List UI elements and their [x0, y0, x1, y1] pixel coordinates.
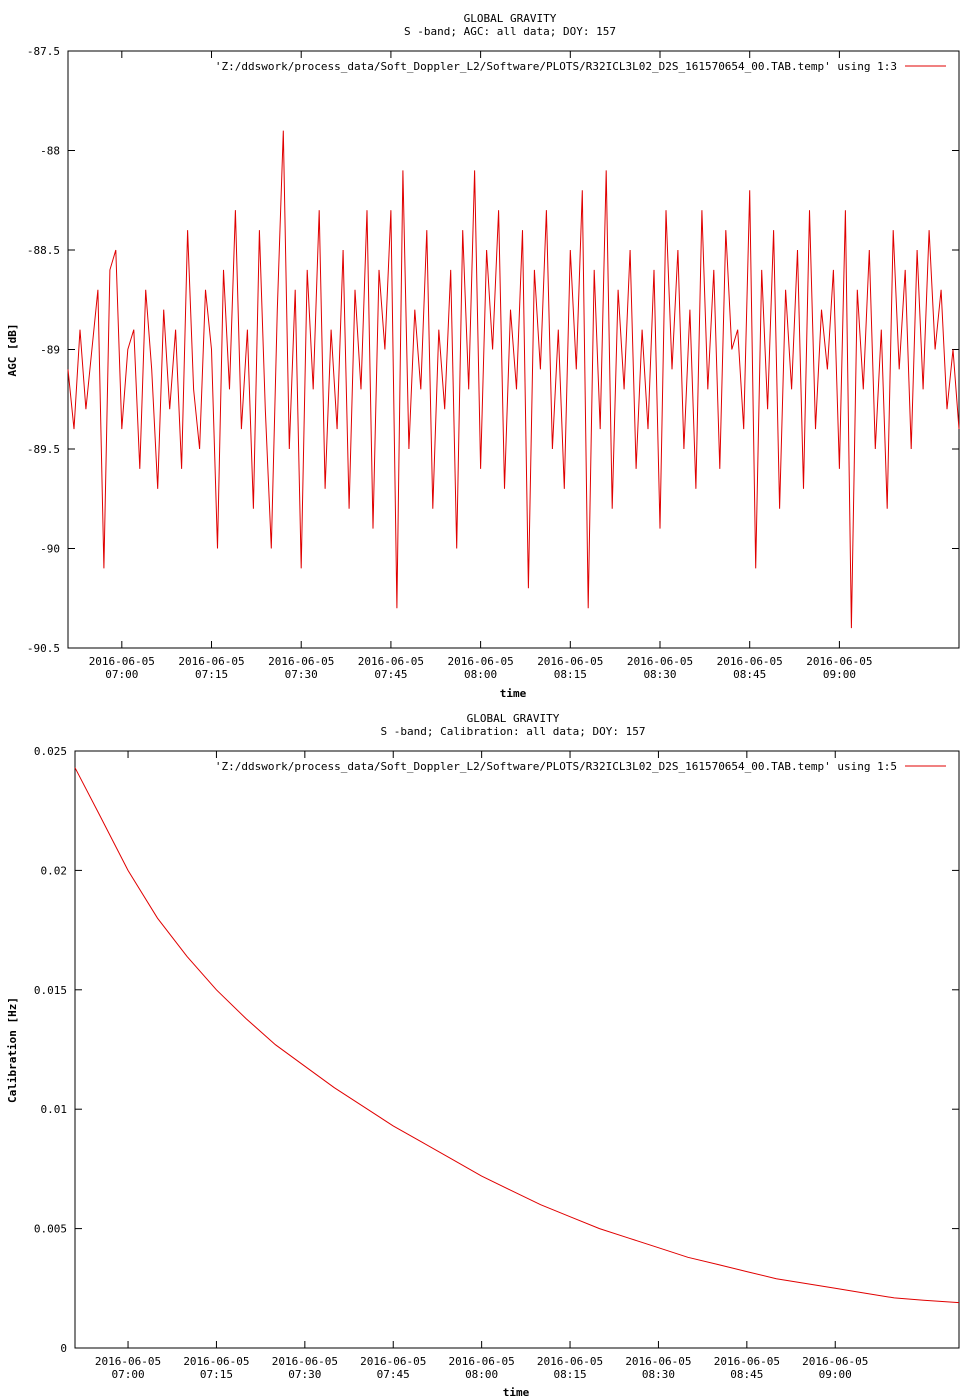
chart1-legend-label: 'Z:/ddswork/process_data/Soft_Doppler_L2…: [215, 60, 897, 73]
x-tick-date-label: 2016-06-05: [537, 655, 603, 668]
x-tick-date-label: 2016-06-05: [360, 1355, 426, 1368]
y-tick-label: -88: [40, 145, 60, 158]
y-tick-label: -87.5: [27, 45, 60, 58]
x-tick-time-label: 07:15: [195, 668, 228, 681]
x-tick-date-label: 2016-06-05: [802, 1355, 868, 1368]
x-tick-date-label: 2016-06-05: [272, 1355, 338, 1368]
y-tick-label: -88.5: [27, 244, 60, 257]
y-tick-label: 0: [60, 1342, 67, 1355]
y-tick-label: 0.02: [41, 864, 68, 877]
x-tick-time-label: 07:00: [105, 668, 138, 681]
x-tick-date-label: 2016-06-05: [89, 655, 155, 668]
x-tick-date-label: 2016-06-05: [806, 655, 872, 668]
x-tick-time-label: 07:30: [288, 1368, 321, 1381]
x-tick-time-label: 07:15: [200, 1368, 233, 1381]
chart2-title: GLOBAL GRAVITY: [467, 712, 560, 725]
chart2-plot-frame: [74, 750, 960, 1349]
x-tick-date-label: 2016-06-05: [358, 655, 424, 668]
x-tick-date-label: 2016-06-05: [625, 1355, 691, 1368]
x-tick-date-label: 2016-06-05: [627, 655, 693, 668]
x-tick-time-label: 08:45: [733, 668, 766, 681]
x-tick-date-label: 2016-06-05: [714, 1355, 780, 1368]
x-tick-time-label: 08:30: [642, 1368, 675, 1381]
y-tick-label: 0.005: [34, 1223, 67, 1236]
chart1-y-axis-label: AGC [dB]: [6, 324, 19, 377]
y-tick-label: 0.025: [34, 745, 67, 758]
x-tick-time-label: 09:00: [819, 1368, 852, 1381]
x-tick-date-label: 2016-06-05: [449, 1355, 515, 1368]
x-tick-time-label: 08:30: [643, 668, 676, 681]
y-tick-label: -90.5: [27, 642, 60, 655]
y-tick-label: -89: [40, 344, 60, 357]
agc-chart: GLOBAL GRAVITY S -band; AGC: all data; D…: [6, 12, 960, 700]
x-tick-time-label: 08:45: [730, 1368, 763, 1381]
x-tick-time-label: 08:15: [554, 668, 587, 681]
x-tick-date-label: 2016-06-05: [183, 1355, 249, 1368]
x-tick-time-label: 07:45: [377, 1368, 410, 1381]
x-tick-time-label: 07:30: [285, 668, 318, 681]
chart1-x-axis-label: time: [500, 687, 527, 700]
chart2-subtitle: S -band; Calibration: all data; DOY: 157: [381, 725, 646, 738]
x-tick-time-label: 09:00: [823, 668, 856, 681]
chart1-subtitle: S -band; AGC: all data; DOY: 157: [404, 25, 616, 38]
chart1-series-line: [67, 130, 960, 629]
x-tick-date-label: 2016-06-05: [717, 655, 783, 668]
x-tick-date-label: 2016-06-05: [178, 655, 244, 668]
calibration-chart: GLOBAL GRAVITY S -band; Calibration: all…: [6, 712, 960, 1399]
chart2-series-line: [74, 767, 960, 1304]
y-tick-label: -89.5: [27, 443, 60, 456]
x-tick-time-label: 07:45: [374, 668, 407, 681]
x-tick-date-label: 2016-06-05: [537, 1355, 603, 1368]
y-tick-label: 0.01: [41, 1103, 68, 1116]
x-tick-time-label: 08:00: [464, 668, 497, 681]
chart2-legend-label: 'Z:/ddswork/process_data/Soft_Doppler_L2…: [215, 760, 897, 773]
y-tick-label: 0.015: [34, 984, 67, 997]
x-tick-time-label: 07:00: [111, 1368, 144, 1381]
chart2-y-axis-label: Calibration [Hz]: [6, 997, 19, 1103]
y-tick-label: -90: [40, 543, 60, 556]
x-tick-date-label: 2016-06-05: [268, 655, 334, 668]
x-tick-date-label: 2016-06-05: [447, 655, 513, 668]
x-tick-date-label: 2016-06-05: [95, 1355, 161, 1368]
chart1-title: GLOBAL GRAVITY: [464, 12, 557, 25]
x-tick-time-label: 08:15: [553, 1368, 586, 1381]
chart2-x-axis-label: time: [503, 1386, 530, 1399]
x-tick-time-label: 08:00: [465, 1368, 498, 1381]
